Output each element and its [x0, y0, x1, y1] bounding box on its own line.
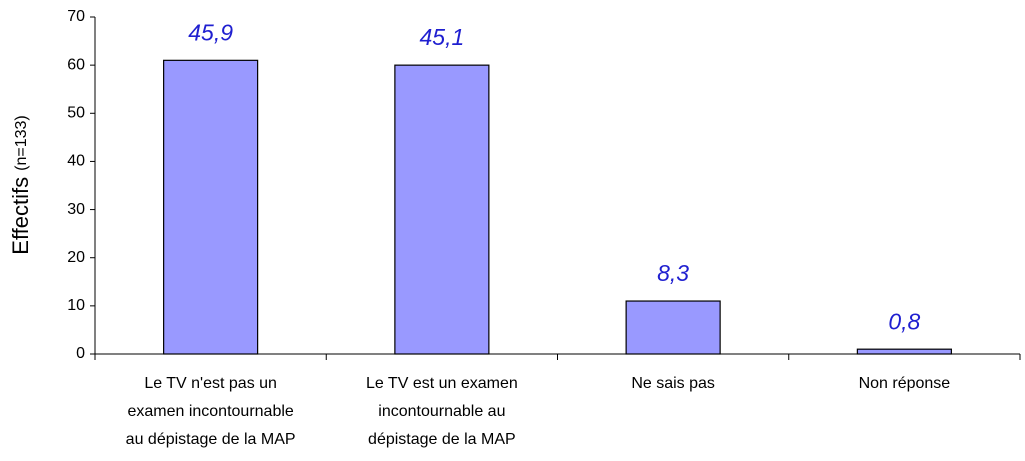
data-label: 45,9 [188, 19, 233, 45]
y-tick-label: 30 [67, 201, 85, 218]
y-tick-label: 0 [76, 345, 85, 362]
y-axis-title-main: Effectifs [8, 177, 33, 255]
bar [394, 64, 490, 355]
x-tick-label: Non réponse [859, 375, 951, 392]
data-label: 8,3 [657, 260, 689, 286]
x-tick-label-line: Le TV est un examen [366, 375, 518, 392]
x-tick-label-line: dépistage de la MAP [368, 431, 516, 448]
x-tick-label: Le TV n'est pas un examen incontournable a… [126, 375, 296, 448]
y-tick-label: 60 [67, 56, 85, 73]
y-tick-label: 20 [67, 249, 85, 266]
x-tick-label-line: Non réponse [859, 375, 951, 392]
data-label: 45,1 [419, 24, 464, 50]
x-tick-label: Ne sais pas [631, 375, 715, 392]
bar [163, 59, 259, 355]
y-tick-label: 70 [67, 8, 85, 25]
x-tick-label-line: incontournable au [378, 403, 505, 420]
y-axis-title: Effectifs (n=133) [8, 115, 33, 254]
x-tick-label-line: examen incontournable [127, 403, 293, 420]
y-tick-label: 50 [67, 105, 85, 122]
x-tick-label-line: au dépistage de la MAP [126, 431, 296, 448]
bar [856, 348, 952, 355]
data-label: 0,8 [888, 308, 920, 334]
x-tick-label: Le TV est un examen incontournable au dépi… [366, 375, 518, 448]
x-tick-label-line: Le TV n'est pas un [144, 375, 277, 392]
y-axis-title-note: (n=133) [13, 115, 30, 171]
y-tick-label: 10 [67, 297, 85, 314]
bar [625, 300, 721, 355]
x-tick-label-line: Ne sais pas [631, 375, 715, 392]
y-tick-label: 40 [67, 153, 85, 170]
